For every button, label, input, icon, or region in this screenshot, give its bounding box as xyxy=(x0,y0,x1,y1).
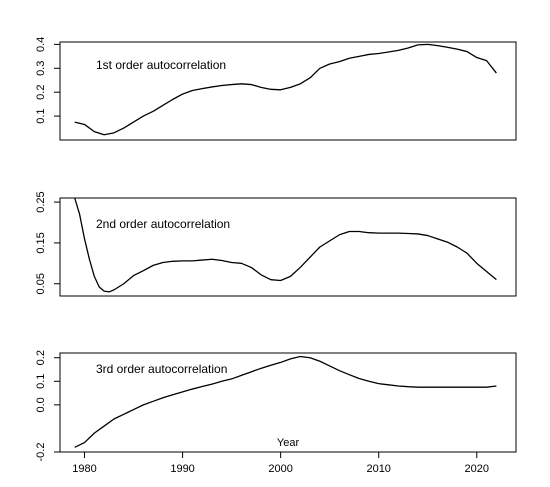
panel-1-ytick-label: 0.3 xyxy=(35,61,47,76)
x-axis-label: Year xyxy=(277,437,300,449)
panel-1-series-line xyxy=(74,43,497,136)
x-axis-tick-label: 1980 xyxy=(72,463,96,475)
panel-2-ytick-label: 0.05 xyxy=(35,273,47,294)
panel-1-frame xyxy=(59,41,517,141)
x-axis-tick-label: 1990 xyxy=(170,463,194,475)
panel-2-frame xyxy=(59,197,517,297)
panel-1-ytick-label: 0.1 xyxy=(35,108,47,123)
panel-3-frame xyxy=(59,352,517,453)
panel-3-ytick-label: 0.0 xyxy=(35,397,47,412)
panel-3-annotation: 3rd order autocorrelation xyxy=(96,362,227,376)
panel-3-ytick-label: 0.1 xyxy=(35,374,47,389)
x-axis-tick-label: 2010 xyxy=(366,463,390,475)
panel-3-ytick-label: -0.2 xyxy=(35,443,47,462)
panel-2-ytick-label: 0.15 xyxy=(35,232,47,253)
panel-3-ytick-label: 0.2 xyxy=(35,350,47,365)
panel-3-series-line xyxy=(74,355,497,448)
x-axis-tick-label: 2020 xyxy=(465,463,489,475)
panel-1-ytick-label: 0.4 xyxy=(35,37,47,52)
panel-2-series-line xyxy=(74,197,497,293)
panel-2-ytick-label: 0.25 xyxy=(35,191,47,212)
x-axis-tick-label: 2000 xyxy=(268,463,292,475)
panel-1-ytick-label: 0.2 xyxy=(35,85,47,100)
panel-2-annotation: 2nd order autocorrelation xyxy=(96,217,230,231)
panel-1-annotation: 1st order autocorrelation xyxy=(96,58,226,72)
